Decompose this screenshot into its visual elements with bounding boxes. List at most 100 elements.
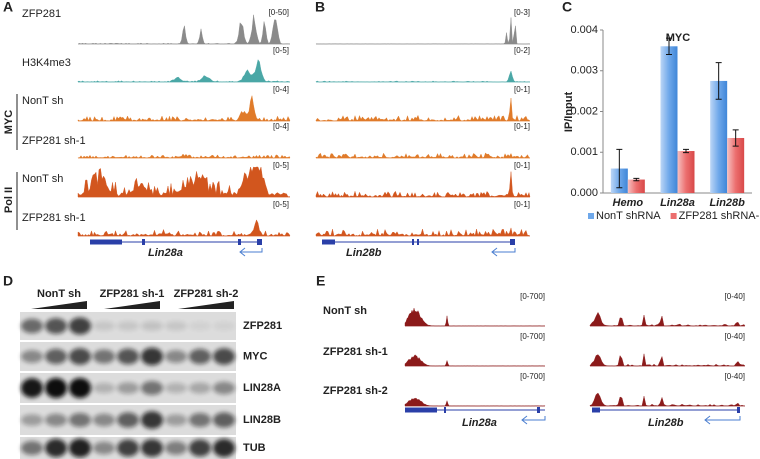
blot-band	[93, 382, 115, 394]
y-tick-label: 0.000	[570, 187, 598, 199]
blot-band	[21, 378, 43, 398]
signal-track	[77, 166, 291, 198]
track-name: NonT sh	[22, 95, 63, 107]
signal-track	[77, 14, 291, 45]
blot-label: ZFP281	[243, 320, 282, 332]
gene-exon	[90, 239, 122, 245]
gene-exon	[444, 407, 446, 413]
blot-band	[165, 321, 187, 331]
gene-exon	[238, 239, 241, 245]
blot-band	[141, 439, 163, 457]
blot-band	[93, 441, 115, 455]
signal-track	[404, 397, 546, 407]
track-range: [0-2]	[514, 46, 530, 55]
x-tick-label: Lin28a	[660, 197, 695, 209]
track-range: [0-40]	[725, 332, 745, 341]
blot-band	[213, 412, 235, 428]
blot-band	[93, 321, 115, 331]
gene-exon	[142, 239, 145, 245]
blot-band	[165, 350, 187, 363]
legend-swatch	[670, 213, 677, 219]
legend-label: ZFP281 shRNA-1	[679, 210, 760, 222]
blot-band	[141, 321, 163, 331]
track-range: [0-50]	[269, 8, 289, 17]
blot-label: MYC	[243, 350, 268, 362]
track-name: H3K4me3	[22, 57, 71, 69]
track-range: [0-4]	[273, 85, 289, 94]
track-name: NonT sh	[22, 173, 63, 185]
track-range: [0-1]	[514, 200, 530, 209]
signal-track	[77, 153, 291, 159]
blot-band	[165, 382, 187, 394]
signal-track	[315, 152, 531, 159]
blot-band	[213, 438, 235, 458]
gene-name: Lin28a	[462, 417, 497, 429]
blot-band	[69, 413, 91, 427]
signal-track	[315, 17, 531, 45]
blot-band	[213, 348, 235, 365]
blot-band	[165, 414, 187, 426]
blot-band	[189, 439, 211, 457]
gene-exon	[417, 239, 419, 245]
blot-band	[213, 381, 235, 395]
gene-exon	[537, 407, 540, 413]
legend-swatch	[588, 213, 594, 219]
bar	[727, 137, 745, 193]
blot-band	[69, 348, 91, 365]
strand-arrow	[704, 415, 741, 425]
track-range: [0-3]	[514, 8, 530, 17]
blot-band	[141, 347, 163, 366]
signal-track	[315, 171, 531, 198]
blot-band	[21, 441, 43, 455]
panel-letter: A	[3, 0, 13, 15]
signal-track	[315, 70, 531, 83]
blot-band	[69, 438, 91, 458]
y-axis-label: IP/Input	[563, 92, 575, 133]
blot-label: LIN28B	[243, 414, 281, 426]
y-tick-label: 0.002	[570, 105, 598, 117]
blot-band	[117, 348, 139, 365]
blot-band	[117, 382, 139, 394]
gene-exon	[405, 407, 437, 413]
gene-exon	[510, 239, 515, 245]
error-bar	[683, 148, 689, 154]
blot-band	[213, 321, 235, 331]
panel-letter: C	[562, 0, 572, 15]
x-tick-label: Lin28b	[709, 197, 745, 209]
strand-arrow	[521, 415, 546, 425]
y-tick-label: 0.004	[570, 24, 598, 36]
blot-band	[69, 317, 91, 335]
strand-arrow	[239, 247, 263, 257]
panel-letter: D	[3, 273, 13, 289]
bar	[627, 179, 645, 193]
blot-band	[189, 382, 211, 394]
blot-band	[189, 321, 211, 331]
gene-exon	[322, 239, 335, 245]
gene-name: Lin28b	[346, 247, 382, 259]
blot-band	[45, 413, 67, 427]
signal-track	[589, 353, 746, 367]
blot-band	[117, 321, 139, 331]
y-tick-label: 0.001	[570, 146, 598, 158]
sample-name: NonT sh	[323, 305, 367, 317]
lane-group: ZFP281 sh-1	[100, 288, 165, 300]
dose-wedge	[104, 301, 160, 309]
error-bar	[633, 177, 640, 182]
legend-label: NonT shRNA	[596, 210, 661, 222]
blot-band	[21, 350, 43, 363]
signal-track	[315, 97, 531, 122]
lane-group: NonT sh	[37, 288, 81, 300]
dose-wedge	[31, 301, 87, 309]
track-range: [0-1]	[514, 122, 530, 131]
group-label: MYC	[3, 110, 15, 135]
blot-label: LIN28A	[243, 382, 281, 394]
blot-band	[141, 381, 163, 395]
signal-track	[404, 354, 545, 367]
track-range: [0-5]	[273, 46, 289, 55]
sample-name: ZFP281 sh-1	[323, 346, 388, 358]
blot-band	[189, 348, 211, 365]
track-name: ZFP281 sh-1	[22, 212, 86, 224]
track-range: [0-700]	[520, 372, 545, 381]
blot-band	[141, 411, 163, 429]
